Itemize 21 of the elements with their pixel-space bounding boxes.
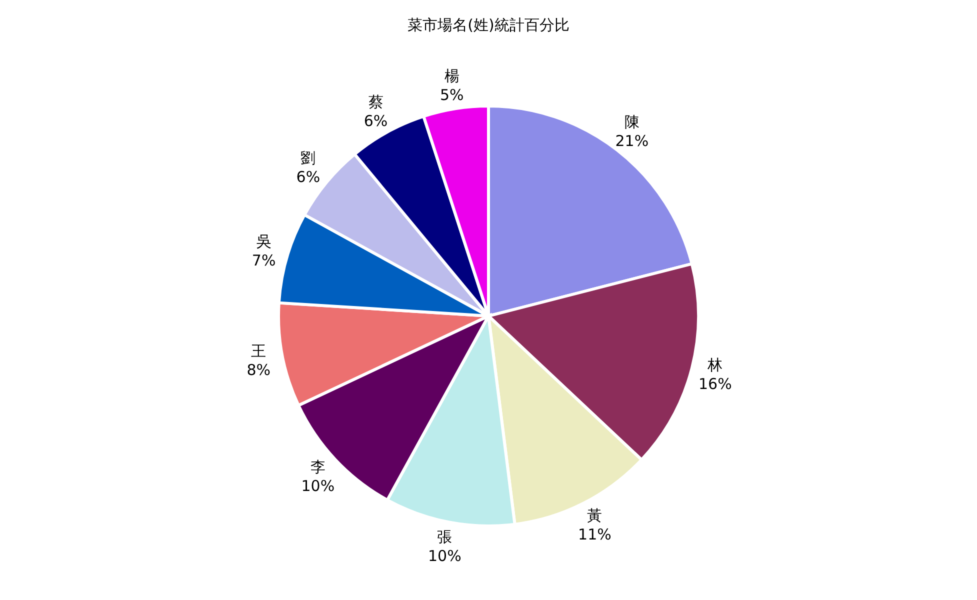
slice-label: 蔡 xyxy=(368,92,384,111)
slice-label: 王 xyxy=(251,342,266,360)
data-label: 16% xyxy=(698,375,732,394)
data-label: 7% xyxy=(252,252,276,270)
slice-label: 楊 xyxy=(444,66,460,85)
data-label: 10% xyxy=(301,477,335,496)
data-label: 21% xyxy=(615,132,649,150)
data-label: 10% xyxy=(428,546,462,565)
slice-label: 張 xyxy=(437,528,452,546)
data-label: 6% xyxy=(296,168,320,186)
data-label: 11% xyxy=(578,525,612,544)
data-label: 8% xyxy=(246,360,271,379)
slice-label: 林 xyxy=(706,356,723,374)
chart-title: 菜市場名(姓)統計百分比 xyxy=(408,16,570,34)
slice-label: 吳 xyxy=(256,232,272,251)
data-label: 6% xyxy=(364,112,388,130)
slice-label: 劉 xyxy=(300,148,316,167)
slice-label: 李 xyxy=(310,458,326,476)
slice-label: 黃 xyxy=(587,506,602,524)
slice-label: 陳 xyxy=(624,113,640,132)
data-label: 5% xyxy=(440,86,464,104)
